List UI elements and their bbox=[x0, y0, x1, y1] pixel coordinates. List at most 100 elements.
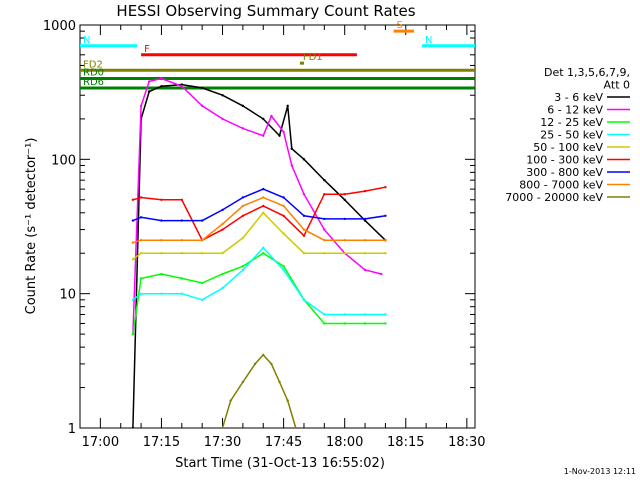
data-point bbox=[221, 94, 224, 97]
data-point bbox=[139, 239, 143, 242]
flag-label: S bbox=[397, 20, 403, 31]
data-point bbox=[278, 380, 281, 384]
data-point bbox=[200, 86, 204, 90]
data-point bbox=[160, 198, 163, 201]
data-point bbox=[302, 234, 306, 237]
data-point bbox=[221, 252, 224, 255]
data-point bbox=[221, 286, 224, 290]
data-point bbox=[253, 362, 257, 366]
data-point bbox=[221, 272, 224, 276]
data-point bbox=[323, 239, 326, 242]
data-point bbox=[180, 198, 184, 201]
legend-entry-label: 800 - 7000 keV bbox=[519, 179, 603, 192]
data-point bbox=[200, 219, 204, 222]
data-point bbox=[282, 204, 285, 208]
data-point bbox=[262, 187, 265, 191]
data-point bbox=[139, 277, 143, 280]
data-point bbox=[131, 426, 135, 428]
data-point bbox=[363, 219, 367, 222]
data-point bbox=[282, 232, 285, 235]
y-tick-label: 100 bbox=[51, 153, 76, 168]
data-point bbox=[262, 211, 265, 214]
legend-title-line: Det 1,3,5,6,7,9, bbox=[544, 66, 630, 79]
legend-entry-label: 3 - 6 keV bbox=[554, 91, 603, 104]
data-point bbox=[363, 313, 367, 316]
data-point bbox=[262, 134, 265, 137]
flag-label: FD1 bbox=[303, 52, 323, 63]
y-axis-label: Count Rate (s⁻¹ detector⁻¹) bbox=[24, 138, 39, 315]
data-point bbox=[302, 252, 306, 255]
data-point bbox=[241, 204, 245, 208]
data-point bbox=[160, 252, 163, 255]
data-point bbox=[200, 298, 204, 302]
data-point bbox=[363, 239, 367, 242]
y-tick-label: 1 bbox=[68, 422, 76, 437]
data-point bbox=[363, 252, 367, 255]
flag-label: RD6 bbox=[83, 77, 104, 88]
data-point bbox=[343, 252, 346, 255]
x-tick-label: 17:45 bbox=[265, 435, 302, 450]
x-tick-label: 17:15 bbox=[143, 435, 180, 450]
series-line bbox=[132, 186, 386, 242]
data-point bbox=[270, 362, 273, 366]
data-point bbox=[323, 178, 326, 182]
data-point bbox=[278, 134, 281, 137]
data-point bbox=[131, 241, 135, 244]
data-point bbox=[160, 272, 163, 276]
data-point bbox=[286, 399, 289, 402]
legend-entry-label: 7000 - 20000 keV bbox=[505, 191, 603, 204]
series-line bbox=[221, 353, 297, 428]
flag-label: N bbox=[83, 35, 90, 46]
data-point bbox=[139, 252, 143, 255]
data-point bbox=[384, 214, 387, 217]
data-point bbox=[160, 239, 163, 242]
data-point bbox=[302, 298, 306, 302]
legend-title-line: Att 0 bbox=[604, 79, 630, 92]
data-point bbox=[139, 196, 143, 199]
data-point bbox=[262, 196, 265, 199]
legend-entry-label: 6 - 12 keV bbox=[547, 104, 603, 117]
legend-entry-label: 25 - 50 keV bbox=[540, 129, 603, 142]
data-point bbox=[290, 147, 293, 150]
series-line bbox=[132, 77, 382, 335]
data-point bbox=[139, 104, 143, 108]
data-point bbox=[323, 217, 326, 221]
data-point bbox=[270, 114, 273, 118]
data-point bbox=[262, 117, 265, 121]
data-point bbox=[343, 217, 346, 221]
data-point bbox=[200, 239, 204, 242]
series-line bbox=[132, 211, 386, 260]
data-point bbox=[302, 158, 306, 161]
data-point bbox=[343, 239, 346, 242]
plot-frame bbox=[79, 24, 476, 429]
y-tick-label: 10 bbox=[59, 288, 76, 303]
series-line bbox=[132, 246, 386, 316]
data-point bbox=[180, 239, 184, 242]
data-point bbox=[363, 268, 367, 272]
data-point bbox=[160, 219, 163, 222]
data-point bbox=[131, 258, 135, 261]
data-point bbox=[282, 265, 285, 268]
data-point bbox=[290, 164, 293, 167]
data-point bbox=[221, 208, 224, 212]
data-point bbox=[131, 198, 135, 201]
data-point bbox=[180, 252, 184, 255]
data-point bbox=[131, 332, 135, 336]
data-point bbox=[241, 268, 245, 272]
data-point bbox=[131, 219, 135, 222]
plot-area: 1 10 100 1000 17:00 17:15 17:30 17:45 18:00 18:15… bbox=[43, 19, 486, 450]
data-point bbox=[229, 399, 232, 402]
data-point bbox=[241, 127, 245, 130]
data-point bbox=[148, 80, 151, 83]
date-stamp: 1-Nov-2013 12:11 bbox=[564, 467, 636, 476]
y-tick-label: 1000 bbox=[43, 19, 76, 34]
data-point bbox=[200, 252, 204, 255]
x-axis-label: Start Time (31-Oct-13 16:55:02) bbox=[175, 456, 385, 471]
data-point bbox=[200, 104, 204, 108]
data-point bbox=[180, 85, 184, 88]
data-point bbox=[180, 292, 184, 295]
data-point bbox=[302, 193, 306, 196]
data-point bbox=[221, 426, 224, 428]
legend-entry-label: 100 - 300 keV bbox=[526, 154, 603, 167]
